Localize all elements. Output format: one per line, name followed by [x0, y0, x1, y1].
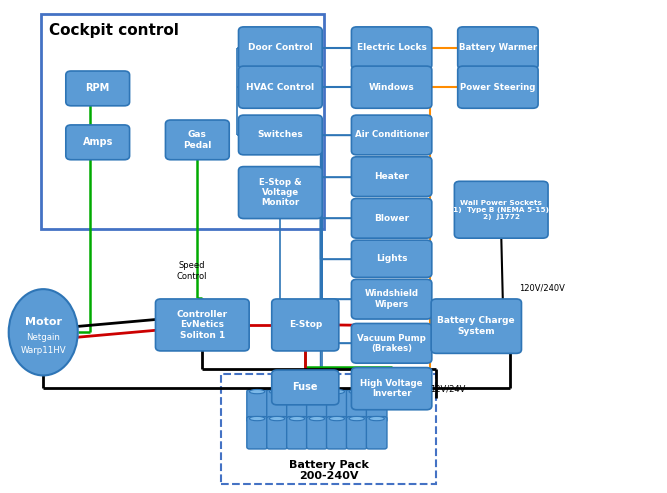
Ellipse shape: [369, 389, 384, 394]
FancyBboxPatch shape: [458, 27, 538, 69]
FancyBboxPatch shape: [366, 417, 387, 449]
FancyBboxPatch shape: [327, 389, 347, 422]
FancyBboxPatch shape: [352, 368, 432, 410]
Text: Lights: Lights: [376, 254, 408, 263]
Text: Electric Locks: Electric Locks: [357, 43, 427, 52]
Ellipse shape: [269, 417, 285, 421]
Ellipse shape: [9, 289, 78, 376]
Text: Cockpit control: Cockpit control: [49, 24, 179, 38]
Text: Switches: Switches: [257, 131, 303, 140]
FancyBboxPatch shape: [307, 417, 327, 449]
Text: High Voltage
Inverter: High Voltage Inverter: [360, 379, 423, 398]
FancyBboxPatch shape: [346, 389, 367, 422]
FancyBboxPatch shape: [287, 389, 307, 422]
Text: Netgain: Netgain: [26, 333, 60, 342]
FancyBboxPatch shape: [327, 417, 347, 449]
FancyBboxPatch shape: [239, 27, 322, 69]
FancyBboxPatch shape: [352, 199, 432, 238]
FancyBboxPatch shape: [352, 280, 432, 319]
FancyBboxPatch shape: [454, 181, 548, 238]
FancyBboxPatch shape: [352, 157, 432, 197]
Text: E-Stop: E-Stop: [289, 320, 322, 329]
Ellipse shape: [329, 417, 344, 421]
FancyBboxPatch shape: [307, 389, 327, 422]
Text: Fuse: Fuse: [293, 383, 318, 392]
Text: Windshield
Wipers: Windshield Wipers: [365, 289, 419, 309]
Text: Door Control: Door Control: [248, 43, 313, 52]
FancyBboxPatch shape: [287, 417, 307, 449]
Text: Battery Charge
System: Battery Charge System: [438, 317, 515, 336]
Ellipse shape: [349, 417, 364, 421]
FancyBboxPatch shape: [352, 66, 432, 108]
Ellipse shape: [269, 389, 285, 394]
FancyBboxPatch shape: [366, 389, 387, 422]
Ellipse shape: [289, 417, 305, 421]
Text: Blower: Blower: [374, 214, 409, 223]
FancyBboxPatch shape: [239, 66, 322, 108]
Text: Controller
EvNetics
Soliton 1: Controller EvNetics Soliton 1: [177, 310, 228, 340]
FancyBboxPatch shape: [271, 299, 339, 351]
FancyBboxPatch shape: [66, 71, 129, 106]
Text: Battery Pack
200-240V: Battery Pack 200-240V: [289, 460, 368, 481]
FancyBboxPatch shape: [247, 417, 267, 449]
Text: 12V/24V: 12V/24V: [430, 384, 465, 393]
Text: Speed
Control: Speed Control: [177, 261, 207, 281]
Text: Warp11HV: Warp11HV: [21, 347, 66, 355]
FancyBboxPatch shape: [155, 299, 249, 351]
FancyBboxPatch shape: [66, 125, 129, 160]
FancyBboxPatch shape: [247, 389, 267, 422]
Ellipse shape: [309, 389, 325, 394]
FancyBboxPatch shape: [352, 27, 432, 69]
Text: Motor: Motor: [25, 317, 62, 327]
Text: Vacuum Pump
(Brakes): Vacuum Pump (Brakes): [358, 334, 426, 353]
Text: Air Conditioner: Air Conditioner: [355, 131, 429, 140]
Text: HVAC Control: HVAC Control: [246, 83, 314, 92]
FancyBboxPatch shape: [458, 66, 538, 108]
FancyBboxPatch shape: [352, 323, 432, 363]
Text: Amps: Amps: [83, 138, 113, 147]
Ellipse shape: [369, 417, 384, 421]
Text: Heater: Heater: [374, 172, 409, 181]
Ellipse shape: [249, 389, 265, 394]
FancyBboxPatch shape: [431, 299, 522, 353]
FancyBboxPatch shape: [267, 417, 287, 449]
FancyBboxPatch shape: [165, 120, 229, 160]
Ellipse shape: [329, 389, 344, 394]
FancyBboxPatch shape: [267, 389, 287, 422]
Ellipse shape: [349, 389, 364, 394]
Text: Gas
Pedal: Gas Pedal: [183, 130, 211, 149]
FancyBboxPatch shape: [271, 370, 339, 405]
FancyBboxPatch shape: [352, 115, 432, 155]
Text: Wall Power Sockets
1)  Type B (NEMA 5-15)
2)  J1772: Wall Power Sockets 1) Type B (NEMA 5-15)…: [453, 200, 549, 220]
FancyBboxPatch shape: [239, 115, 322, 155]
FancyBboxPatch shape: [346, 417, 367, 449]
Text: Battery Warmer: Battery Warmer: [459, 43, 537, 52]
Ellipse shape: [309, 417, 325, 421]
Text: E-Stop &
Voltage
Monitor: E-Stop & Voltage Monitor: [259, 177, 301, 208]
FancyBboxPatch shape: [239, 167, 322, 218]
Ellipse shape: [249, 417, 265, 421]
Text: Power Steering: Power Steering: [460, 83, 536, 92]
Text: 120V/240V: 120V/240V: [520, 283, 566, 293]
Text: Windows: Windows: [369, 83, 414, 92]
Text: RPM: RPM: [85, 83, 110, 93]
Ellipse shape: [289, 389, 305, 394]
FancyBboxPatch shape: [352, 240, 432, 278]
